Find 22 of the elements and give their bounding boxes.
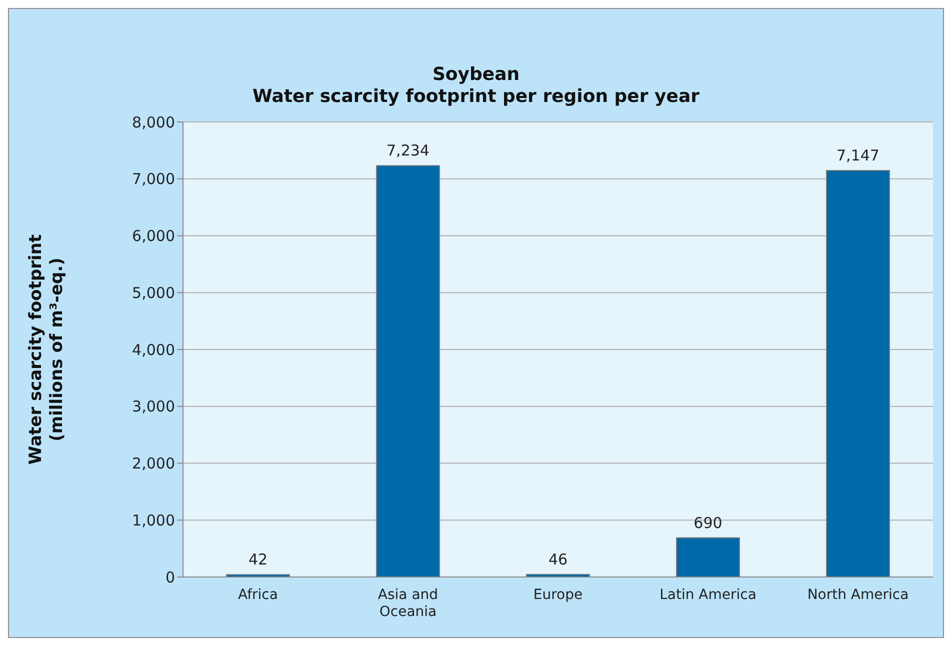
x-tick-label: Latin America (660, 587, 756, 603)
chart-subtitle: Water scarcity footprint per region per year (252, 86, 700, 108)
x-tick-label: Asia and Oceania (378, 587, 438, 620)
x-tick-label: Africa (238, 587, 278, 603)
y-tick-label: 4,000 (132, 340, 175, 359)
y-tick-label: 8,000 (132, 113, 175, 132)
y-tick-label: 3,000 (132, 398, 175, 416)
data-label: 7,147 (836, 146, 880, 165)
chart-title: Soybean (431, 64, 521, 86)
y-tick-label: 7,000 (132, 170, 175, 188)
y-tick-label: 0 (165, 568, 175, 586)
y-tick-label: 2,000 (132, 454, 175, 473)
x-tick-label: Europe (533, 587, 583, 603)
data-label: 690 (694, 514, 722, 532)
y-tick-label: 6,000 (132, 227, 175, 246)
y-tick-label: 5,000 (132, 284, 175, 302)
y-tick-label: 1,000 (132, 511, 175, 530)
x-tick-label: North America (807, 587, 909, 603)
y-axis-title: Water scarcity footprint (millions of m³-eq.) (26, 234, 67, 465)
data-label: 46 (548, 550, 568, 568)
data-label: 7,234 (386, 142, 430, 160)
data-label: 42 (248, 550, 268, 569)
